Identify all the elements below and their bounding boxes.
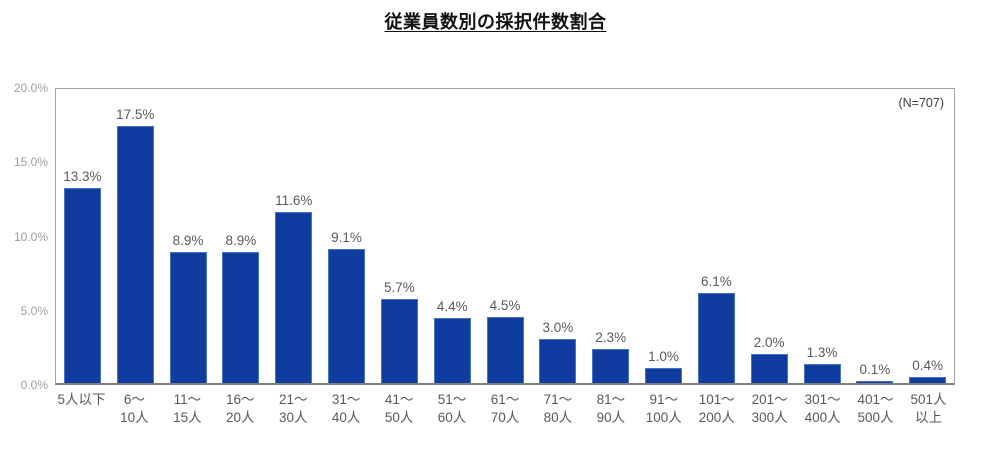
bar-value-label: 0.4% — [912, 358, 944, 374]
bar-column: 3.0% — [531, 89, 584, 383]
x-axis-label: 61～ 70人 — [490, 392, 520, 426]
bar-column: 5.7% — [373, 89, 426, 383]
x-axis-label: 16～ 20人 — [226, 392, 255, 426]
bar — [750, 353, 788, 383]
bar — [856, 381, 894, 383]
bar — [63, 187, 101, 383]
bar-value-label: 2.3% — [595, 330, 627, 346]
x-axis-label: 91～ 100人 — [645, 392, 682, 426]
bar — [592, 349, 630, 383]
x-axis-label: 5人以下 — [57, 392, 106, 407]
bar-column: 0.4% — [901, 89, 954, 383]
bar-column: 4.4% — [426, 89, 479, 383]
bar-column: 8.9% — [162, 89, 215, 383]
bar — [222, 252, 260, 383]
plot-area: (N=707) 13.3% 17.5% 8.9% 8.9% 11.6% 9.1% 5.7% 4… — [55, 88, 955, 385]
x-axis: 5人以下 6～ 10人 11～ 15人 16～ 20人 21～ 30人 31～ 40人 41… — [55, 387, 955, 427]
x-axis-label: 81～ 90人 — [596, 392, 626, 426]
bar-column: 9.1% — [320, 89, 373, 383]
sample-size-note: (N=707) — [898, 96, 944, 110]
x-axis-label: 301～ 400人 — [804, 392, 841, 426]
bar — [328, 249, 366, 383]
bar — [539, 338, 577, 383]
bar-value-label: 1.0% — [648, 349, 679, 365]
x-axis-label: 401～ 500人 — [857, 392, 894, 426]
x-axis-label: 11～ 15人 — [173, 392, 202, 426]
x-axis-label: 501人 以上 — [910, 392, 947, 426]
bar-value-label: 4.4% — [436, 299, 468, 315]
bar-value-label: 0.1% — [859, 361, 891, 377]
bar-value-label: 3.0% — [542, 319, 574, 335]
bar-column: 13.3% — [56, 89, 109, 383]
bar-column: 6.1% — [690, 89, 743, 383]
y-tick-label: 5.0% — [20, 303, 48, 318]
x-axis-label: 41～ 50人 — [384, 392, 414, 426]
bar-value-label: 1.3% — [806, 344, 838, 360]
bar — [433, 318, 471, 383]
x-axis-label: 71～ 80人 — [543, 392, 573, 426]
x-axis-label: 31～ 40人 — [331, 392, 361, 426]
x-axis-label: 21～ 30人 — [278, 392, 308, 426]
bar — [697, 293, 735, 383]
x-axis-label: 101～ 200人 — [698, 392, 735, 426]
bar-column: 8.9% — [214, 89, 267, 383]
x-axis-label: 6～ 10人 — [120, 392, 149, 426]
x-axis-label: 201～ 300人 — [751, 392, 788, 426]
bar — [645, 368, 683, 383]
bar-column: 2.3% — [584, 89, 637, 383]
bar — [803, 363, 841, 383]
y-axis: 0.0% 5.0% 10.0% 15.0% 20.0% — [0, 81, 48, 392]
y-tick-label: 0.0% — [20, 378, 48, 392]
bar-value-label: 2.0% — [753, 334, 785, 350]
bar-column: 2.0% — [743, 89, 796, 383]
y-tick-label: 10.0% — [13, 229, 48, 244]
bar-value-label: 4.5% — [489, 297, 521, 313]
bar-column: 1.3% — [796, 89, 849, 383]
bar-chart: 0.0% 5.0% 10.0% 15.0% 20.0% (N=707) 13.3% 17.… — [0, 81, 991, 428]
bar-value-label: 5.7% — [383, 280, 415, 296]
bar-column: 0.1% — [848, 89, 901, 383]
bar — [275, 212, 313, 383]
bar — [486, 316, 524, 383]
x-axis-label: 51～ 60人 — [437, 392, 467, 426]
chart-title: 従業員数別の採択件数割合 — [384, 12, 607, 32]
bar-value-label: 6.1% — [700, 274, 732, 290]
bar-column: 1.0% — [637, 89, 690, 383]
bar-column: 17.5% — [109, 89, 162, 383]
bar-value-label: 9.1% — [331, 230, 362, 246]
bar-column: 11.6% — [267, 89, 320, 383]
y-tick-label: 20.0% — [13, 81, 48, 95]
bar-value-label: 17.5% — [116, 106, 155, 122]
bar — [116, 125, 154, 383]
bar-value-label: 13.3% — [63, 168, 102, 184]
bar-column: 4.5% — [479, 89, 532, 383]
bar — [169, 252, 207, 383]
y-tick-label: 15.0% — [13, 155, 48, 170]
bar-value-label: 11.6% — [275, 193, 313, 209]
bar — [909, 377, 947, 383]
bar-value-label: 8.9% — [225, 233, 257, 249]
bar — [380, 299, 418, 383]
bar-value-label: 8.9% — [172, 233, 204, 249]
